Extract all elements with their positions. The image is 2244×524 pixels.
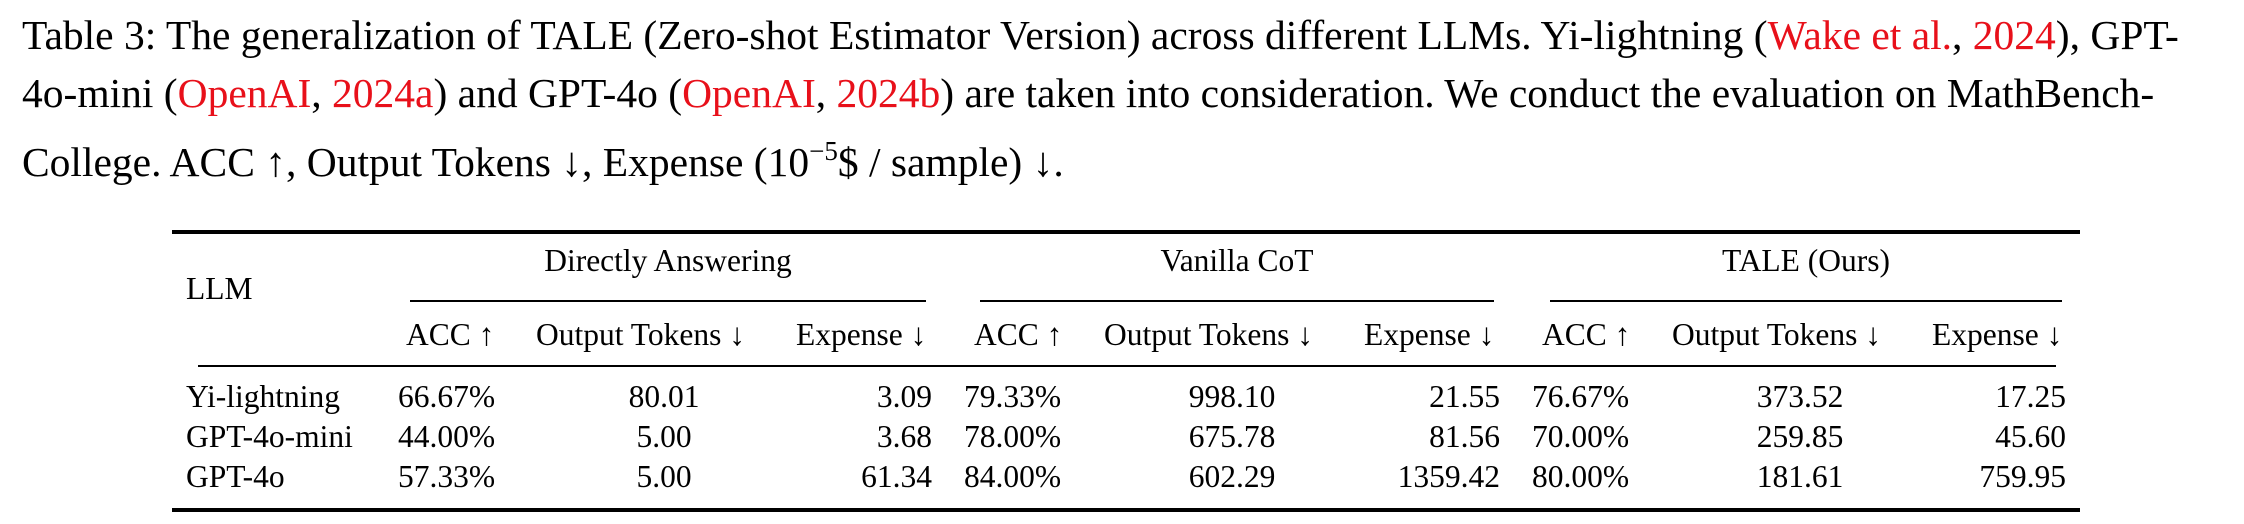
- table-bottom-rule: [172, 508, 2080, 512]
- cell-tale-acc: 70.00%: [1532, 419, 1630, 454]
- cell-tale-expense: 17.25: [1995, 379, 2066, 414]
- caption-text-3: ) and GPT-4o (: [433, 70, 683, 116]
- cell-direct-tokens: 80.01: [628, 379, 700, 414]
- cell-cot-acc: 79.33%: [964, 379, 1062, 414]
- caption-superscript: −5: [809, 136, 838, 166]
- cell-direct-acc: 57.33%: [398, 459, 496, 494]
- cell-tale-tokens: 373.52: [1756, 379, 1844, 414]
- cell-tale-tokens: 181.61: [1756, 459, 1844, 494]
- citation-openai-2024a-year[interactable]: 2024a: [332, 70, 434, 116]
- cell-cot-tokens: 998.10: [1188, 379, 1276, 414]
- cell-direct-acc: 44.00%: [398, 419, 496, 454]
- subheader-acc: ACC ↑: [406, 317, 495, 352]
- group-underline-cot: [980, 300, 1494, 302]
- cell-cot-acc: 84.00%: [964, 459, 1062, 494]
- citation-wake-authors[interactable]: Wake et al.: [1767, 12, 1953, 58]
- group-underline-tale: [1550, 300, 2062, 302]
- cell-direct-tokens: 5.00: [636, 419, 692, 454]
- cell-tale-tokens: 259.85: [1756, 419, 1844, 454]
- group-header-vanilla-cot: Vanilla CoT: [1160, 243, 1314, 278]
- caption-text-2: ), GPT-4o-mini (: [22, 12, 2179, 116]
- caption-separator-3: ,: [815, 70, 837, 116]
- caption-text-1: Table 3: The generalization of TALE (Zer…: [22, 12, 1768, 58]
- subheader-expense: Expense ↓: [796, 317, 927, 352]
- cell-tale-expense: 759.95: [1979, 459, 2066, 494]
- table-caption: Table 3: The generalization of TALE (Zer…: [22, 6, 2227, 191]
- cell-direct-acc: 66.67%: [398, 379, 496, 414]
- subheader-output-tokens: Output Tokens ↓: [1672, 317, 1881, 352]
- llm-column-header: LLM: [186, 271, 253, 306]
- cell-tale-acc: 80.00%: [1532, 459, 1630, 494]
- cell-direct-tokens: 5.00: [636, 459, 692, 494]
- group-underline-direct: [410, 300, 926, 302]
- caption-text-4: ) are taken into consideration. We condu…: [22, 70, 2155, 185]
- row-model-name: Yi-lightning: [186, 379, 341, 414]
- row-model-name: GPT-4o: [186, 459, 285, 494]
- citation-wake-year[interactable]: 2024: [1972, 12, 2056, 58]
- subheader-acc: ACC ↑: [974, 317, 1063, 352]
- caption-text-5: $ / sample) ↓.: [837, 139, 1064, 185]
- cell-direct-expense: 3.68: [876, 419, 932, 454]
- citation-openai-2024b-author[interactable]: OpenAI: [682, 70, 816, 116]
- caption-separator-2: ,: [311, 70, 333, 116]
- cell-cot-expense: 1359.42: [1397, 459, 1500, 494]
- row-model-name: GPT-4o-mini: [186, 419, 353, 454]
- cell-tale-expense: 45.60: [1995, 419, 2066, 454]
- cell-direct-expense: 3.09: [876, 379, 932, 414]
- cell-cot-tokens: 602.29: [1188, 459, 1276, 494]
- table-header-rule: [198, 365, 2056, 367]
- group-header-directly-answering: Directly Answering: [544, 243, 792, 278]
- citation-openai-2024b-year[interactable]: 2024b: [836, 70, 941, 116]
- caption-separator-1: ,: [1952, 12, 1973, 58]
- cell-direct-expense: 61.34: [861, 459, 932, 494]
- subheader-expense: Expense ↓: [1364, 317, 1495, 352]
- cell-cot-expense: 81.56: [1429, 419, 1500, 454]
- cell-cot-tokens: 675.78: [1188, 419, 1276, 454]
- subheader-acc: ACC ↑: [1542, 317, 1631, 352]
- table-top-rule: [172, 230, 2080, 234]
- citation-openai-2024a-author[interactable]: OpenAI: [177, 70, 312, 116]
- group-header-tale: TALE (Ours): [1721, 243, 1891, 278]
- subheader-output-tokens: Output Tokens ↓: [1104, 317, 1313, 352]
- subheader-output-tokens: Output Tokens ↓: [536, 317, 745, 352]
- cell-tale-acc: 76.67%: [1532, 379, 1630, 414]
- subheader-expense: Expense ↓: [1932, 317, 2063, 352]
- cell-cot-expense: 21.55: [1429, 379, 1500, 414]
- cell-cot-acc: 78.00%: [964, 419, 1062, 454]
